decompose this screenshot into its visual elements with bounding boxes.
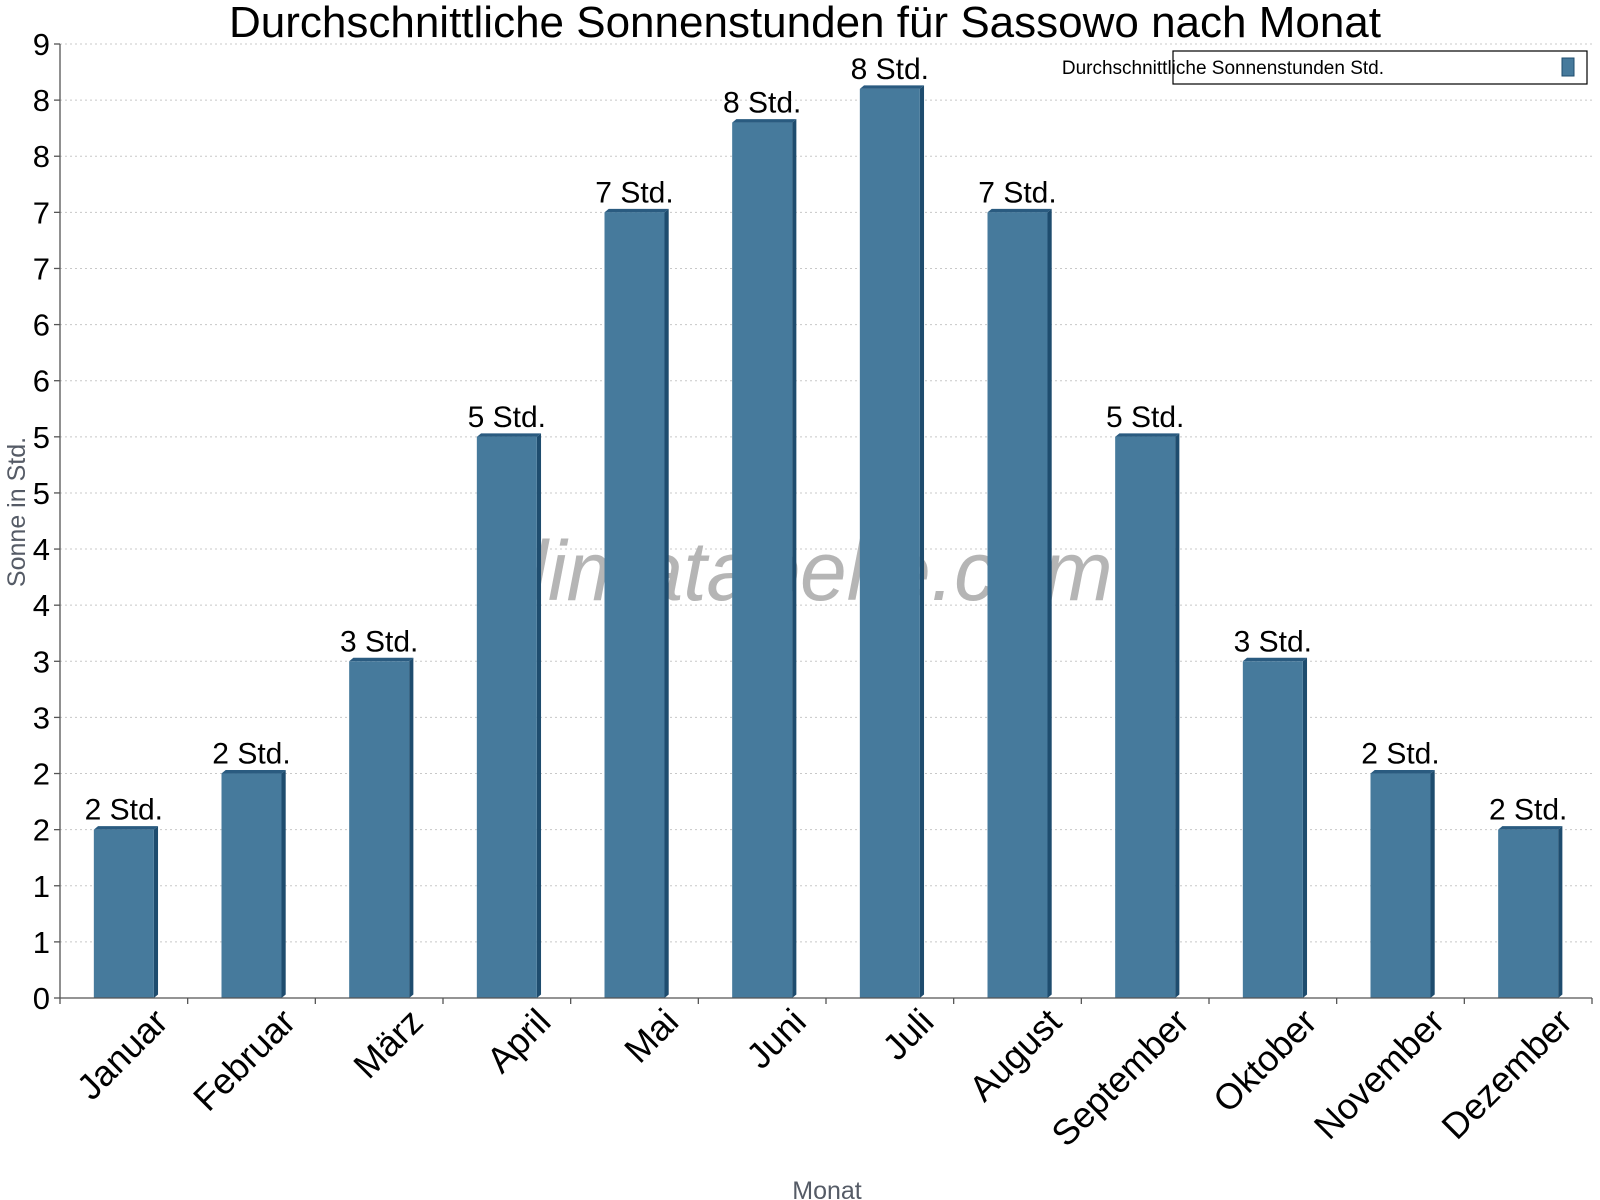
bar-side-3 bbox=[536, 433, 542, 999]
y-tick-label-4: 2 bbox=[33, 757, 50, 792]
y-tick-label-11: 6 bbox=[33, 364, 50, 399]
bar-front-11 bbox=[1498, 829, 1559, 998]
bars bbox=[93, 85, 1563, 999]
bar-top-8 bbox=[1115, 433, 1180, 437]
bar-september bbox=[1115, 433, 1180, 999]
bar-front-5 bbox=[732, 122, 793, 999]
bar-side-8 bbox=[1175, 433, 1180, 999]
bar-front-0 bbox=[93, 829, 154, 998]
bar-front-6 bbox=[859, 88, 920, 999]
data-label-10: 2 Std. bbox=[1361, 738, 1439, 771]
chart-title: Durchschnittliche Sonnenstunden für Sass… bbox=[229, 0, 1381, 47]
data-labels: 2 Std. 2 Std. 3 Std. 5 Std. 7 Std. 8 Std. 8 St… bbox=[85, 53, 1568, 827]
bar-top-5 bbox=[732, 119, 797, 123]
y-tick-label-2: 1 bbox=[33, 869, 50, 904]
data-label-7: 7 Std. bbox=[978, 176, 1056, 209]
bar-front-7 bbox=[987, 212, 1048, 999]
bar-side-6 bbox=[919, 85, 925, 999]
bar-front-10 bbox=[1370, 773, 1431, 998]
bar-mai bbox=[604, 208, 669, 999]
legend-entry-label: Durchschnittliche Sonnenstunden Std. bbox=[1062, 58, 1384, 79]
data-label-11: 2 Std. bbox=[1489, 794, 1567, 827]
bar-side-11 bbox=[1558, 826, 1563, 998]
bar-side-7 bbox=[1047, 208, 1052, 999]
bar-top-1 bbox=[221, 770, 286, 774]
axes bbox=[54, 43, 1593, 1004]
x-axis-label: Monat bbox=[792, 1177, 862, 1200]
data-label-3: 5 Std. bbox=[468, 401, 546, 434]
data-label-1: 2 Std. bbox=[212, 738, 290, 771]
bar-oktober bbox=[1242, 657, 1308, 998]
bar-märz bbox=[349, 657, 414, 998]
bar-front-4 bbox=[604, 212, 665, 999]
bar-front-8 bbox=[1115, 436, 1176, 999]
bar-top-2 bbox=[349, 657, 414, 662]
bar-top-0 bbox=[93, 826, 159, 830]
bar-top-10 bbox=[1370, 770, 1435, 774]
bar-front-1 bbox=[221, 773, 282, 998]
y-tick-label-0: 0 bbox=[33, 981, 50, 1016]
y-tick-labels: 0 1 1 2 2 3 3 4 4 5 5 6 6 7 7 8 8 9 bbox=[33, 27, 50, 1016]
bar-februar bbox=[221, 770, 286, 998]
gridlines bbox=[60, 43, 1592, 943]
data-label-4: 7 Std. bbox=[595, 176, 673, 209]
bar-dezember bbox=[1498, 826, 1563, 998]
y-tick-label-9: 5 bbox=[33, 476, 50, 511]
bar-april bbox=[476, 433, 542, 999]
data-label-9: 3 Std. bbox=[1234, 625, 1312, 658]
bar-side-1 bbox=[281, 770, 286, 998]
y-tick-label-7: 4 bbox=[33, 588, 50, 623]
bar-side-0 bbox=[153, 826, 159, 998]
y-tick-label-6: 3 bbox=[33, 644, 50, 679]
bar-november bbox=[1370, 770, 1435, 998]
bar-side-10 bbox=[1430, 770, 1435, 998]
bar-front-9 bbox=[1242, 661, 1303, 998]
y-tick-label-3: 2 bbox=[33, 813, 50, 848]
y-tick-label-10: 5 bbox=[33, 420, 50, 455]
y-tick-label-13: 7 bbox=[33, 251, 50, 286]
bar-front-3 bbox=[476, 436, 537, 999]
bar-juli bbox=[859, 85, 925, 999]
legend: Durchschnittliche Sonnenstunden Std. bbox=[1062, 50, 1588, 85]
bar-top-7 bbox=[987, 208, 1052, 213]
data-label-5: 8 Std. bbox=[723, 87, 801, 120]
bar-top-9 bbox=[1242, 657, 1308, 662]
bar-august bbox=[987, 208, 1052, 999]
y-tick-label-14: 7 bbox=[33, 195, 50, 230]
bar-front-2 bbox=[349, 661, 410, 998]
bar-top-3 bbox=[476, 433, 542, 437]
bar-top-4 bbox=[604, 208, 669, 213]
bar-side-2 bbox=[409, 657, 414, 998]
y-tick-label-1: 1 bbox=[33, 925, 50, 960]
y-tick-label-8: 4 bbox=[33, 532, 50, 567]
y-tick-label-16: 8 bbox=[33, 83, 50, 118]
y-axis-label: Sonne in Std. bbox=[3, 437, 31, 587]
legend-swatch bbox=[1561, 57, 1575, 77]
bar-side-5 bbox=[792, 119, 797, 999]
data-label-6: 8 Std. bbox=[851, 53, 929, 86]
y-tick-label-12: 6 bbox=[33, 308, 50, 343]
bar-top-6 bbox=[859, 85, 925, 89]
bar-januar bbox=[93, 826, 159, 998]
bar-top-11 bbox=[1498, 826, 1563, 830]
y-tick-label-5: 3 bbox=[33, 700, 50, 735]
bar-juni bbox=[732, 119, 797, 999]
data-label-8: 5 Std. bbox=[1106, 401, 1184, 434]
bar-side-9 bbox=[1302, 657, 1308, 998]
data-label-0: 2 Std. bbox=[85, 794, 163, 827]
bar-side-4 bbox=[664, 208, 669, 999]
legend-box bbox=[1172, 50, 1588, 85]
data-label-2: 3 Std. bbox=[340, 625, 418, 658]
y-tick-label-17: 9 bbox=[33, 27, 50, 62]
y-tick-label-15: 8 bbox=[33, 139, 50, 174]
